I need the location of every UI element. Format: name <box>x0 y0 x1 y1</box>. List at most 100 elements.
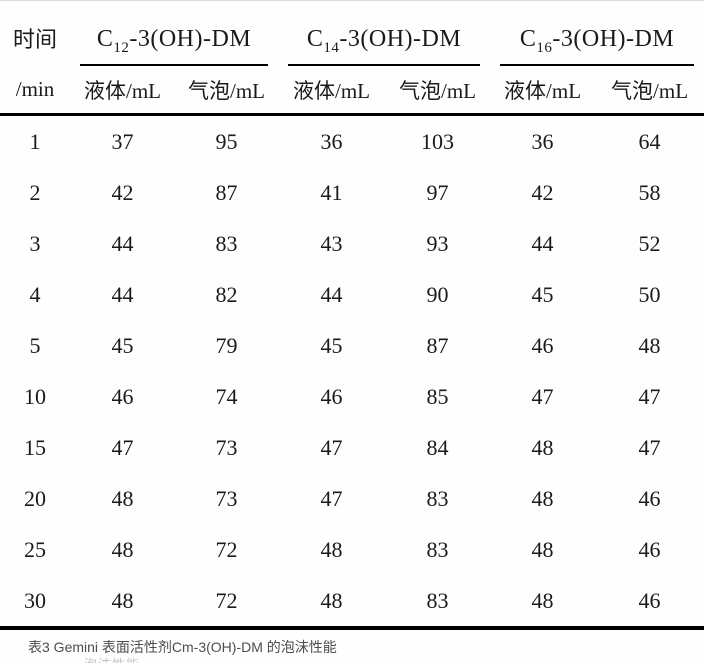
group-c14-subscript: 14 <box>323 40 340 56</box>
cell-c12-bubble: 73 <box>215 485 238 511</box>
cell-c12-bubble: 82 <box>215 281 238 307</box>
cell-c16-bubble: 46 <box>638 536 661 562</box>
table-row: 20 48 73 47 83 48 46 <box>0 473 704 524</box>
header-c14-liquid: 液体/mL <box>278 66 386 116</box>
cell-c16-liquid: 48 <box>531 485 554 511</box>
header-c12-liquid: 液体/mL <box>70 66 175 116</box>
header-group-c12: C12-3(OH)-DM <box>70 6 278 66</box>
cell-c12-liquid: 48 <box>111 485 134 511</box>
header-time-unit: /min <box>0 66 70 116</box>
cell-c14-liquid: 47 <box>320 485 343 511</box>
cell-c12-bubble: 73 <box>215 434 238 460</box>
cell-c14-liquid: 46 <box>320 383 343 409</box>
group-c12-suffix: -3(OH)-DM <box>129 26 252 53</box>
group-title-c14: C14-3(OH)-DM <box>306 26 461 56</box>
cell-c16-liquid: 47 <box>531 383 554 409</box>
table-row: 3 44 83 43 93 44 52 <box>0 218 704 269</box>
cell-c14-liquid: 45 <box>320 332 343 358</box>
cell-time: 30 <box>0 575 70 630</box>
cell-c14-liquid: 44 <box>320 281 343 307</box>
cell-c12-bubble: 87 <box>215 179 238 205</box>
cell-c14-bubble: 87 <box>426 332 449 358</box>
cell-c16-bubble: 50 <box>638 281 661 307</box>
cell-c16-liquid: 48 <box>490 575 596 630</box>
table-row: 5 45 79 45 87 46 48 <box>0 320 704 371</box>
group-title-c16: C16-3(OH)-DM <box>520 26 675 56</box>
cell-c14-bubble: 83 <box>426 485 449 511</box>
cell-c12-liquid: 45 <box>111 332 134 358</box>
cell-c16-liquid: 44 <box>531 230 554 256</box>
cell-time: 20 <box>24 485 46 511</box>
cell-time: 10 <box>24 383 46 409</box>
cell-c14-liquid: 47 <box>320 434 343 460</box>
cell-c14-liquid: 43 <box>320 230 343 256</box>
table-row: 1 37 95 36 103 36 64 <box>0 115 704 168</box>
cell-c14-bubble: 84 <box>426 434 449 460</box>
group-underline-c12: C12-3(OH)-DM <box>80 26 269 66</box>
cell-c12-liquid: 44 <box>111 281 134 307</box>
cell-c12-liquid: 48 <box>111 536 134 562</box>
header-time-label: 时间 <box>12 27 57 52</box>
cell-c16-liquid: 48 <box>531 536 554 562</box>
cell-c16-bubble: 46 <box>638 485 661 511</box>
cell-c16-bubble: 52 <box>638 230 661 256</box>
cell-c12-liquid: 44 <box>111 230 134 256</box>
group-c16-suffix: -3(OH)-DM <box>552 26 675 53</box>
header-c14-bubble: 气泡/mL <box>385 66 491 116</box>
cell-c16-bubble: 46 <box>595 575 704 630</box>
cell-c12-bubble: 83 <box>215 230 238 256</box>
cropped-bottom-text: 泡沫性能 <box>84 657 204 663</box>
cell-time: 15 <box>24 434 46 460</box>
header-group-c14: C14-3(OH)-DM <box>278 6 490 66</box>
cell-c12-liquid: 47 <box>111 434 134 460</box>
cell-c16-bubble: 58 <box>638 179 661 205</box>
cell-time: 4 <box>29 281 41 307</box>
cell-c16-liquid: 36 <box>531 128 554 154</box>
cell-c16-liquid: 48 <box>531 434 554 460</box>
cell-c16-liquid: 45 <box>531 281 554 307</box>
cell-c12-liquid: 48 <box>70 575 175 630</box>
table-row: 15 47 73 47 84 48 47 <box>0 422 704 473</box>
header-c16-liquid: 液体/mL <box>490 66 596 116</box>
cell-c16-bubble: 47 <box>638 383 661 409</box>
cell-c12-liquid: 37 <box>111 128 134 154</box>
group-title-c12: C12-3(OH)-DM <box>97 26 252 56</box>
group-c14-prefix: C <box>306 26 324 53</box>
cell-time: 3 <box>29 230 41 256</box>
cell-c14-bubble: 90 <box>426 281 449 307</box>
cell-c14-bubble: 103 <box>421 128 455 154</box>
cell-c16-liquid: 42 <box>531 179 554 205</box>
cell-c14-bubble: 83 <box>426 536 449 562</box>
cell-time: 5 <box>29 332 41 358</box>
cell-c12-bubble: 74 <box>215 383 238 409</box>
table-row: 2 42 87 41 97 42 58 <box>0 167 704 218</box>
foam-performance-table: 时间 C12-3(OH)-DM C14-3(OH)-DM C16-3(OH)-D… <box>0 6 704 630</box>
cell-c16-bubble: 64 <box>638 128 661 154</box>
cell-time: 2 <box>29 179 41 205</box>
header-c16-bubble: 气泡/mL <box>595 66 704 116</box>
cell-c14-liquid: 48 <box>278 575 386 630</box>
cell-c14-bubble: 85 <box>426 383 449 409</box>
cell-time: 1 <box>29 128 41 154</box>
cell-c12-bubble: 72 <box>175 575 279 630</box>
group-underline-c16: C16-3(OH)-DM <box>500 26 695 66</box>
header-row-sublabels: /min 液体/mL 气泡/mL 液体/mL 气泡/mL 液体/mL 气泡/mL <box>0 66 704 116</box>
table-row: 30 48 72 48 83 48 46 <box>0 575 704 630</box>
cell-c14-bubble: 83 <box>385 575 491 630</box>
cell-c14-bubble: 97 <box>426 179 449 205</box>
cell-c16-liquid: 46 <box>531 332 554 358</box>
table-row: 4 44 82 44 90 45 50 <box>0 269 704 320</box>
cell-c12-liquid: 46 <box>111 383 134 409</box>
header-row-groups: 时间 C12-3(OH)-DM C14-3(OH)-DM C16-3(OH)-D… <box>0 6 704 66</box>
group-c12-subscript: 12 <box>113 40 130 56</box>
cell-c12-liquid: 42 <box>111 179 134 205</box>
cell-c14-liquid: 41 <box>320 179 343 205</box>
group-underline-c14: C14-3(OH)-DM <box>288 26 481 66</box>
header-group-c16: C16-3(OH)-DM <box>490 6 704 66</box>
cell-c14-bubble: 93 <box>426 230 449 256</box>
cell-c16-bubble: 47 <box>638 434 661 460</box>
header-c12-bubble: 气泡/mL <box>175 66 279 116</box>
table-row: 25 48 72 48 83 48 46 <box>0 524 704 575</box>
cell-c16-bubble: 48 <box>638 332 661 358</box>
